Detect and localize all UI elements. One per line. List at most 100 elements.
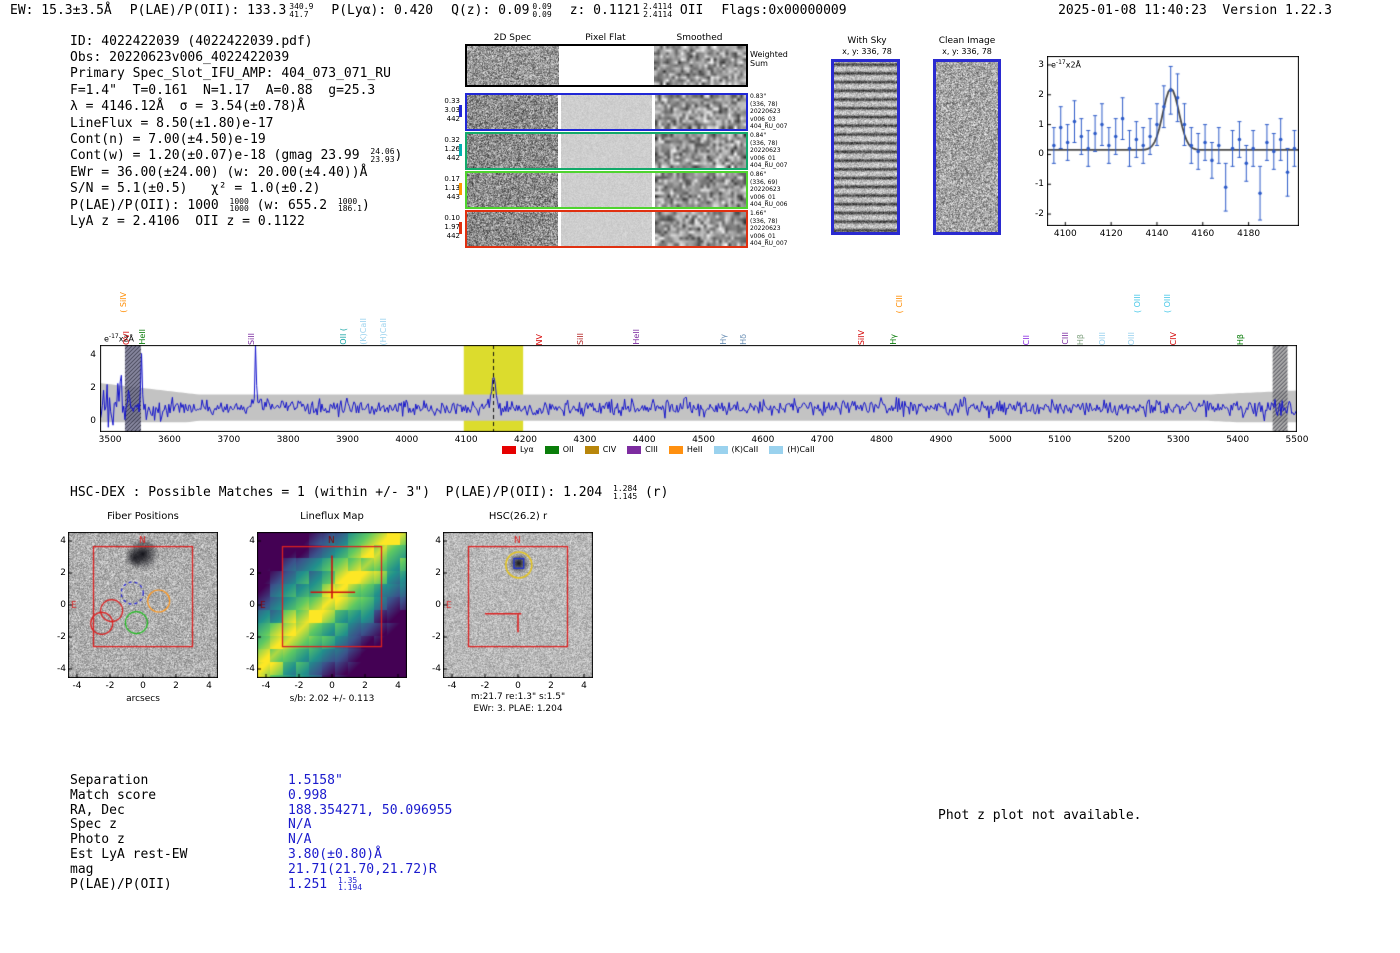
header-segment: P(Lyα): 0.420 (331, 3, 433, 18)
legend-item: OII (544, 445, 574, 454)
x-tick-label: 3900 (336, 435, 359, 445)
fraction-lower: 0.09 (532, 9, 552, 19)
spec2d-cell-smoothed (655, 212, 746, 246)
right-label-value: 1.66" (750, 210, 767, 217)
legend-label: OII (562, 445, 574, 454)
x-tick-label: 5000 (988, 435, 1012, 445)
full-spectrum-chart (100, 345, 1297, 432)
match-row-value: 188.354271, 50.096955 (288, 803, 452, 818)
emission-line-label: HeII (631, 329, 641, 345)
left-label-value: 442 (446, 153, 460, 162)
legend-label: Lyα (520, 445, 534, 454)
hsc-xlabel-2: EWr: 3. PLAE: 1.204 (473, 704, 563, 714)
spec2d-col-header-pixelflat: Pixel Flat (585, 33, 626, 43)
emission-line-label: SiIV (856, 329, 866, 345)
fraction-lower: 1000 (229, 204, 249, 214)
cutout-x-tick-label: 4 (395, 681, 401, 691)
match-row-value: 1.251 1.35 1.194 (288, 876, 362, 892)
match-row-label: mag (70, 861, 94, 877)
fraction-lower: 186.1 (337, 204, 362, 214)
text-run: LineFlux = 8.50(±1.80)e-17 (70, 115, 274, 131)
cutout-y-tick-label: 4 (249, 536, 255, 546)
match-row-label: RA, Dec (70, 802, 125, 818)
header-segment-text: Flags:0x00000009 (721, 3, 847, 18)
emission-line-label: Hβ (1075, 333, 1085, 345)
header-segment-text: P(Lyα): 0.420 (331, 3, 434, 18)
x-tick-label: 4900 (929, 435, 953, 445)
right-label-value: 0.86" (750, 171, 767, 178)
right-label-value: 20220623 (750, 225, 781, 233)
spec2d-row-right-labels: 0.83" (336, 78) 20220623 v006_03 404_RU_007 (750, 93, 787, 131)
x-tick-label: 5400 (1226, 435, 1250, 445)
info-line: S/N = 5.1(±0.5) χ² = 1.0(±0.2) (70, 181, 402, 197)
right-label-value: 0.84" (750, 132, 767, 139)
text-run: 3.80(±0.80)Å (288, 847, 382, 862)
emission-line-label: OII ( (339, 328, 349, 345)
left-label-value: 442 (446, 114, 460, 123)
emission-line-label: Hγ (719, 334, 729, 345)
text-run: ID: 4022422039 (4022422039.pdf) (70, 33, 313, 49)
cutout-y-tick-label: -4 (432, 664, 441, 674)
flux-units-exp: -17 (1055, 59, 1066, 66)
hsc-cutout-image (443, 532, 593, 678)
legend-item: CIII (627, 445, 658, 454)
match-row-value: 3.80(±0.80)Å (288, 847, 382, 862)
right-label-value: 404_RU_007 (750, 162, 788, 170)
x-tick-label: 4100 (454, 435, 478, 445)
stacked-fraction: 1000 1000 (229, 197, 249, 214)
match-row-label: P(LAE)/P(OII) (70, 876, 172, 892)
y-tick-label: 0 (1038, 149, 1044, 160)
x-tick-label: 3500 (98, 435, 122, 445)
withsky-xy: x, y: 336, 78 (842, 47, 892, 56)
cutout-y-tick-label: -2 (246, 632, 255, 642)
y-tick-label: 1 (1038, 119, 1044, 130)
flux-units-exp: -17 (108, 333, 119, 340)
right-label-value: (336, 78) (750, 217, 778, 225)
right-label-value: v006_01 (750, 154, 776, 162)
spectrum-flux-units-label: e-17x2Å (104, 333, 134, 344)
header-segment: EW: 15.3±3.5Å (10, 3, 112, 18)
left-label-value: 442 (446, 231, 460, 240)
cutout-x-tick-label: 0 (515, 681, 521, 691)
x-tick-label: 3800 (276, 435, 300, 445)
spec2d-cell-2dspec (467, 173, 558, 207)
legend-swatch (544, 445, 559, 454)
right-label-value: v006_03 (750, 115, 776, 123)
spec2d-cell-pixelflat (561, 173, 652, 207)
fraction-upper: 24.06 (370, 147, 395, 157)
fraction-upper: 2.4114 (643, 2, 673, 11)
y-tick-label: 2 (1038, 89, 1044, 100)
stacked-fraction: 1.284 1.145 (613, 485, 637, 500)
info-line: Cont(w) = 1.20(±0.07)e-18 (gmag 23.99 24… (70, 148, 402, 164)
fraction-lower: 23.93 (370, 154, 395, 164)
fraction-lower: 2.4114 (643, 9, 673, 19)
emission-line-label: CIII (1061, 332, 1071, 345)
spectrum-legend: Lyα OII CIV CIII HeII (K)CaII (H)CaII (502, 445, 815, 454)
spec2d-weighted-sum-strip (465, 44, 748, 87)
stacked-fraction: 1.35 1.194 (338, 876, 362, 892)
text-run: 188.354271, 50.096955 (288, 802, 453, 818)
legend-label: CIV (602, 445, 617, 454)
match-row-label: Match score (70, 787, 157, 803)
flux-units-post: x2Å (1065, 60, 1082, 70)
text-run: 1.251 (288, 876, 335, 892)
cutout-x-tick-label: 2 (173, 681, 179, 691)
emission-line-labels: ( SiIV OVI HeII SiII OII ((K)CaII (H)CaII NV Si… (0, 258, 1400, 346)
cutout-x-tick-label: -2 (480, 681, 490, 691)
header-segment-post: OII (672, 3, 704, 18)
spec2d-col-header-2dspec: 2D Spec (493, 33, 532, 43)
match-row-label: Est LyA rest-EW (70, 847, 188, 862)
weighted-sum-label: Weighted Sum (750, 50, 788, 68)
header-segment: P(LAE)/P(OII): 133.3 340.9 41.7 (130, 3, 314, 18)
fraction-upper: 0.09 (532, 2, 552, 11)
cutout-x-tick-label: -4 (261, 681, 271, 691)
match-row-value: 21.71(21.70,21.72)R (288, 862, 437, 877)
cutout-y-tick-label: 0 (60, 600, 66, 610)
cutout-y-tick-label: 4 (60, 536, 66, 546)
x-tick-label: 3600 (157, 435, 181, 445)
flux-units-pre: e (104, 334, 109, 344)
right-label-value: (336, 78) (750, 139, 778, 147)
match-row-value: 0.998 (288, 788, 327, 803)
fiber-positions-title: Fiber Positions (107, 511, 179, 522)
text-run: (r) (637, 485, 669, 500)
